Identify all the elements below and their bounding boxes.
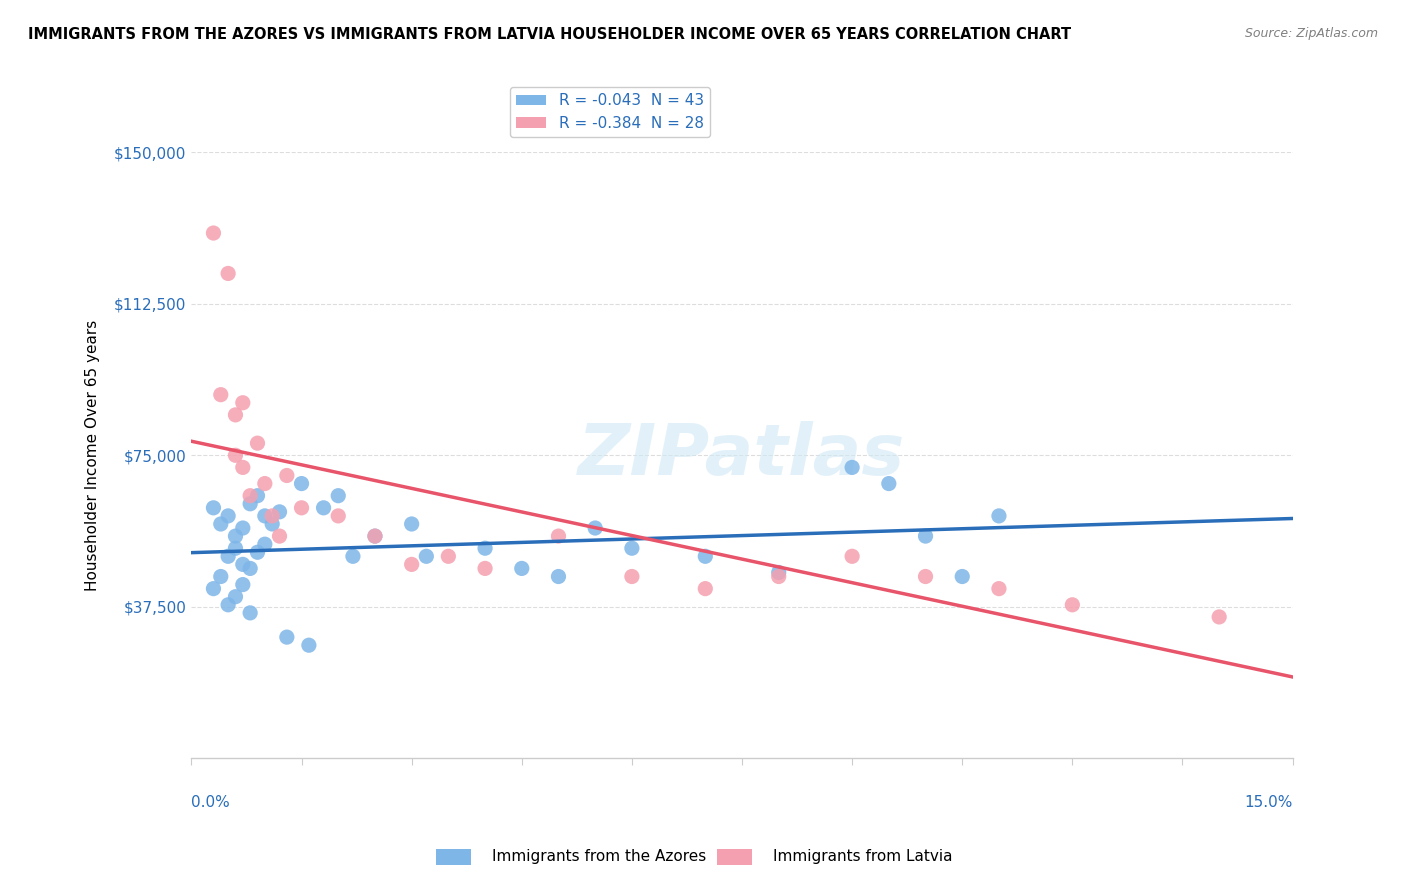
Text: Immigrants from the Azores: Immigrants from the Azores bbox=[492, 849, 706, 863]
Legend: R = -0.043  N = 43, R = -0.384  N = 28: R = -0.043 N = 43, R = -0.384 N = 28 bbox=[510, 87, 710, 137]
Point bbox=[239, 606, 262, 620]
Point bbox=[474, 541, 496, 556]
Point bbox=[269, 529, 291, 543]
Point bbox=[262, 508, 284, 523]
Point bbox=[232, 558, 254, 572]
Text: IMMIGRANTS FROM THE AZORES VS IMMIGRANTS FROM LATVIA HOUSEHOLDER INCOME OVER 65 : IMMIGRANTS FROM THE AZORES VS IMMIGRANTS… bbox=[28, 27, 1071, 42]
Point bbox=[253, 537, 276, 551]
Point bbox=[217, 508, 239, 523]
Point bbox=[768, 566, 790, 580]
Point bbox=[239, 497, 262, 511]
Point bbox=[364, 529, 387, 543]
Point bbox=[328, 489, 350, 503]
Point bbox=[224, 541, 246, 556]
Y-axis label: Householder Income Over 65 years: Householder Income Over 65 years bbox=[86, 319, 100, 591]
Point bbox=[841, 549, 863, 564]
Point bbox=[620, 569, 643, 583]
Point bbox=[474, 561, 496, 575]
Point bbox=[950, 569, 973, 583]
Point bbox=[877, 476, 900, 491]
Point bbox=[202, 500, 225, 515]
Point bbox=[364, 529, 387, 543]
Point bbox=[583, 521, 606, 535]
Point bbox=[298, 638, 321, 652]
Point bbox=[217, 549, 239, 564]
Point bbox=[695, 549, 717, 564]
Point bbox=[246, 436, 269, 450]
Point bbox=[202, 582, 225, 596]
Point bbox=[269, 505, 291, 519]
Point bbox=[312, 500, 335, 515]
Point bbox=[547, 569, 569, 583]
Point bbox=[202, 226, 225, 240]
Point bbox=[224, 408, 246, 422]
Point bbox=[401, 558, 423, 572]
Point bbox=[232, 577, 254, 591]
Point bbox=[841, 460, 863, 475]
Point bbox=[342, 549, 364, 564]
Text: 15.0%: 15.0% bbox=[1244, 795, 1292, 810]
Point bbox=[276, 468, 298, 483]
Point bbox=[239, 489, 262, 503]
Point bbox=[217, 267, 239, 281]
Point bbox=[232, 460, 254, 475]
Point bbox=[253, 508, 276, 523]
Point bbox=[209, 516, 232, 531]
Point bbox=[987, 508, 1010, 523]
Point bbox=[276, 630, 298, 644]
Point bbox=[209, 569, 232, 583]
Text: Immigrants from Latvia: Immigrants from Latvia bbox=[773, 849, 953, 863]
Point bbox=[217, 598, 239, 612]
Point bbox=[510, 561, 533, 575]
Text: 0.0%: 0.0% bbox=[191, 795, 231, 810]
Point bbox=[224, 448, 246, 462]
Point bbox=[290, 476, 312, 491]
Point bbox=[328, 508, 350, 523]
Point bbox=[914, 569, 936, 583]
Point bbox=[415, 549, 437, 564]
Point bbox=[437, 549, 460, 564]
Point bbox=[239, 561, 262, 575]
Point bbox=[987, 582, 1010, 596]
Point bbox=[290, 500, 312, 515]
Point bbox=[246, 489, 269, 503]
Point bbox=[620, 541, 643, 556]
Point bbox=[232, 396, 254, 410]
Point bbox=[401, 516, 423, 531]
Point bbox=[224, 590, 246, 604]
Point bbox=[246, 545, 269, 559]
Point bbox=[209, 387, 232, 401]
Point bbox=[695, 582, 717, 596]
Point bbox=[224, 529, 246, 543]
Point bbox=[1062, 598, 1084, 612]
Point bbox=[262, 516, 284, 531]
Text: ZIPatlas: ZIPatlas bbox=[578, 421, 905, 490]
Point bbox=[547, 529, 569, 543]
Point bbox=[1208, 610, 1230, 624]
Point bbox=[232, 521, 254, 535]
Point bbox=[914, 529, 936, 543]
Point bbox=[768, 569, 790, 583]
Text: Source: ZipAtlas.com: Source: ZipAtlas.com bbox=[1244, 27, 1378, 40]
Point bbox=[253, 476, 276, 491]
